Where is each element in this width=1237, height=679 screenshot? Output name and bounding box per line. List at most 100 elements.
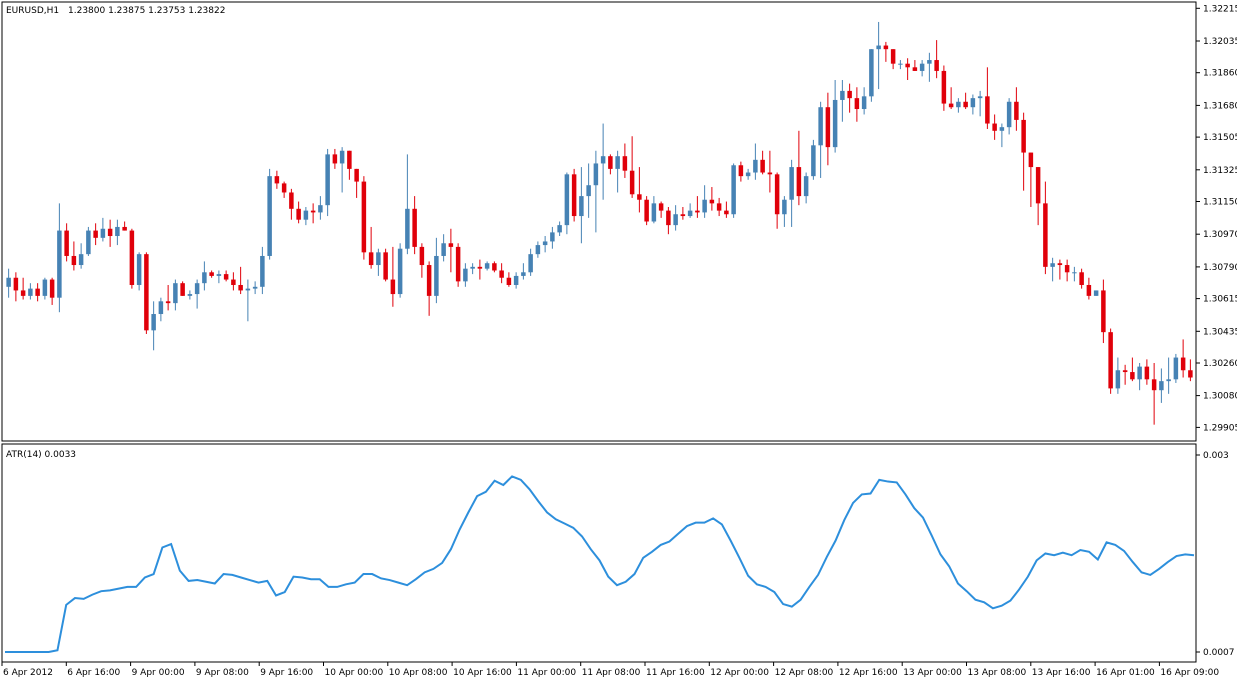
price-tick-label: 1.32215 <box>1203 4 1237 14</box>
candle <box>876 21 881 90</box>
atr-line <box>5 475 1195 653</box>
price-tick-label: 1.30080 <box>1203 392 1237 402</box>
candle-body <box>1151 379 1157 391</box>
candle-body <box>281 183 287 193</box>
candle-body <box>6 277 11 287</box>
candle <box>992 114 997 140</box>
atr-panel[interactable]: ATR(14) 0.0033 <box>1 443 1197 663</box>
candle-body <box>1050 263 1055 267</box>
candle-body <box>753 159 758 173</box>
candle <box>716 197 722 217</box>
candle-body <box>397 248 403 295</box>
candle <box>28 283 33 300</box>
candle-body <box>470 266 475 269</box>
candle-body <box>1159 381 1164 391</box>
candle <box>303 206 309 226</box>
atr-label: ATR(14) 0.0033 <box>6 450 76 460</box>
candle-body <box>1115 370 1121 389</box>
candle-body <box>202 272 207 284</box>
candle <box>441 234 446 262</box>
candle-body <box>1130 372 1135 380</box>
candle-body <box>738 165 744 177</box>
candle-body <box>42 279 48 296</box>
candle <box>803 172 809 204</box>
candle <box>347 150 352 180</box>
candle <box>1166 357 1171 394</box>
candle <box>579 167 584 244</box>
candle <box>1115 357 1121 394</box>
candle <box>187 290 193 300</box>
candle <box>339 147 345 193</box>
candle-body <box>289 192 294 209</box>
candle <box>35 283 40 302</box>
candle <box>1122 364 1128 385</box>
candle-body <box>231 279 236 285</box>
candle-body <box>252 286 258 289</box>
candle <box>1159 368 1164 403</box>
candle-body <box>622 156 628 171</box>
candle-body <box>1021 119 1026 153</box>
candle <box>1173 353 1179 383</box>
candle <box>702 185 707 218</box>
candle-body <box>803 176 809 197</box>
candle-body <box>593 163 599 186</box>
price-tick-label: 1.31680 <box>1203 101 1237 111</box>
candle-body <box>956 101 961 108</box>
candle <box>977 90 983 117</box>
candle <box>1130 357 1135 382</box>
candle <box>448 228 454 273</box>
candle <box>129 228 135 289</box>
candle-body <box>1108 332 1113 389</box>
candle-body <box>274 176 280 184</box>
candle <box>593 150 599 233</box>
candle <box>1006 98 1012 135</box>
candle-body <box>702 199 707 213</box>
candle-body <box>100 228 106 238</box>
atr-tick-label: 0.0007 <box>1203 648 1235 658</box>
candle <box>325 148 330 217</box>
candle-body <box>963 101 968 108</box>
candle <box>57 203 62 313</box>
candle-body <box>216 274 222 276</box>
price-panel[interactable]: EURUSD,H1 1.23800 1.23875 1.23753 1.2382… <box>1 1 1197 442</box>
candle <box>1035 167 1041 226</box>
atr-panel-frame <box>1 443 1197 663</box>
candle <box>760 150 765 175</box>
candle <box>724 201 729 218</box>
candle <box>252 281 258 295</box>
candle-body <box>260 255 265 287</box>
price-tick-label: 1.30615 <box>1203 295 1237 305</box>
candle <box>542 236 548 253</box>
candle-body <box>608 156 613 169</box>
candle <box>122 221 127 231</box>
candle <box>477 259 483 280</box>
candle <box>180 281 185 296</box>
candle-body <box>1014 101 1019 120</box>
candle <box>318 196 323 220</box>
candle-body <box>477 266 483 269</box>
candle-body <box>136 254 142 285</box>
candle-body <box>695 210 700 213</box>
candle <box>557 221 562 237</box>
candle <box>289 188 294 220</box>
time-tick-label: 12 Apr 08:00 <box>775 668 834 678</box>
candle-body <box>296 208 301 220</box>
candle-body <box>28 288 33 296</box>
candle-body <box>934 60 939 71</box>
candle <box>680 206 686 220</box>
candle-body <box>869 49 874 97</box>
candle-body <box>818 107 823 146</box>
candle <box>564 172 570 235</box>
candle <box>136 252 142 291</box>
candle <box>361 176 367 260</box>
candle-body <box>687 210 693 217</box>
candle <box>861 87 867 115</box>
candle-body <box>970 98 976 108</box>
candle-body <box>129 230 135 285</box>
candle <box>658 201 664 218</box>
candle-body <box>579 196 584 217</box>
candle-body <box>1079 272 1084 285</box>
candle-body <box>673 214 678 226</box>
candle <box>709 187 715 211</box>
candle-body <box>310 210 316 213</box>
